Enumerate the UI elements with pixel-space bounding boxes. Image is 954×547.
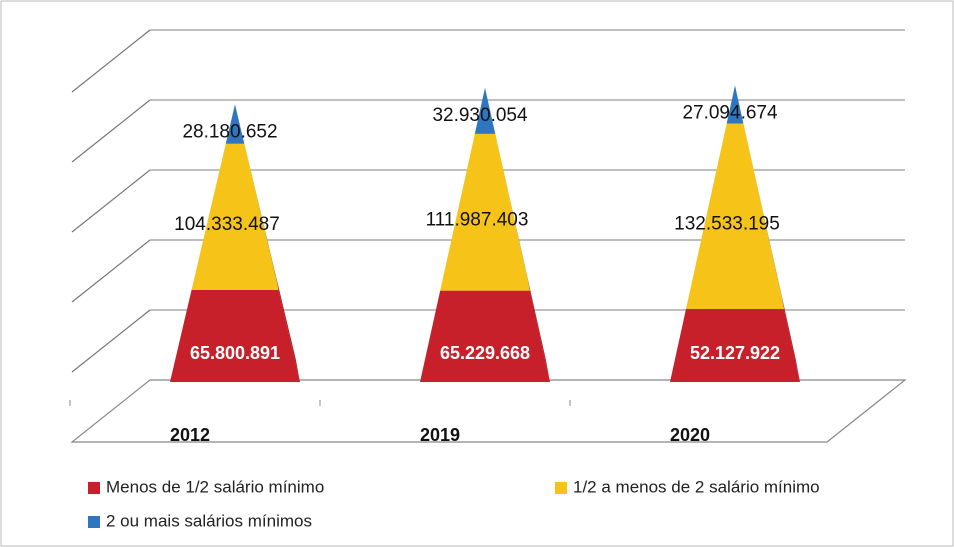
- grid-line-side: [71, 309, 151, 373]
- pyramid-side: [780, 291, 800, 382]
- data-label: 104.333.487: [174, 214, 280, 235]
- legend-label: 1/2 a menos de 2 salário mínimo: [573, 477, 820, 496]
- data-label: 111.987.403: [426, 209, 529, 230]
- legend-swatch: [88, 482, 100, 494]
- data-label: 28.180.652: [182, 121, 277, 142]
- pyramid-side: [526, 274, 550, 382]
- pyramid-segment: [670, 309, 800, 382]
- legend-swatch: [88, 516, 100, 528]
- pyramid-segment: [191, 143, 279, 290]
- pyramid-segment: [474, 87, 496, 134]
- grid-line-side: [71, 99, 151, 163]
- pyramid-side: [235, 104, 245, 144]
- legend-label: 2 ou mais salários mínimos: [106, 511, 312, 530]
- floor: [70, 379, 907, 443]
- data-label: 52.127.922: [690, 343, 780, 363]
- data-label: 65.229.668: [440, 343, 530, 363]
- data-label: 132.533.195: [674, 213, 780, 234]
- legend-swatch: [555, 482, 567, 494]
- pyramid-side: [243, 140, 279, 290]
- grid-line-side: [71, 239, 151, 303]
- x-tick-label: 2019: [420, 425, 460, 445]
- x-tick-label: 2020: [670, 425, 710, 445]
- pyramid-segment: [225, 104, 245, 144]
- x-tick-label: 2012: [170, 425, 210, 445]
- pyramid-side: [494, 130, 530, 291]
- pyramid-side: [275, 274, 300, 382]
- pyramid-side: [742, 120, 784, 310]
- data-label: 65.800.891: [190, 343, 280, 363]
- data-label: 32.930.054: [432, 105, 528, 126]
- pyramid-segment: [686, 123, 784, 310]
- pyramid-segment: [726, 85, 744, 124]
- data-label: 27.094.674: [682, 103, 778, 124]
- grid-line-side: [71, 169, 151, 233]
- legend-label: Menos de 1/2 salário mínimo: [106, 477, 324, 496]
- pyramid-segment: [440, 133, 530, 291]
- pyramid-segment: [170, 289, 300, 382]
- grid-line-side: [71, 29, 151, 93]
- pyramid-segment: [420, 290, 550, 382]
